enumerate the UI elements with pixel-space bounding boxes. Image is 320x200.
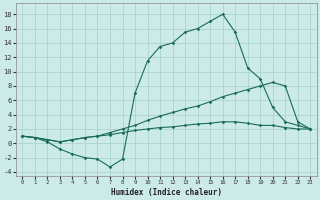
X-axis label: Humidex (Indice chaleur): Humidex (Indice chaleur) xyxy=(111,188,222,197)
